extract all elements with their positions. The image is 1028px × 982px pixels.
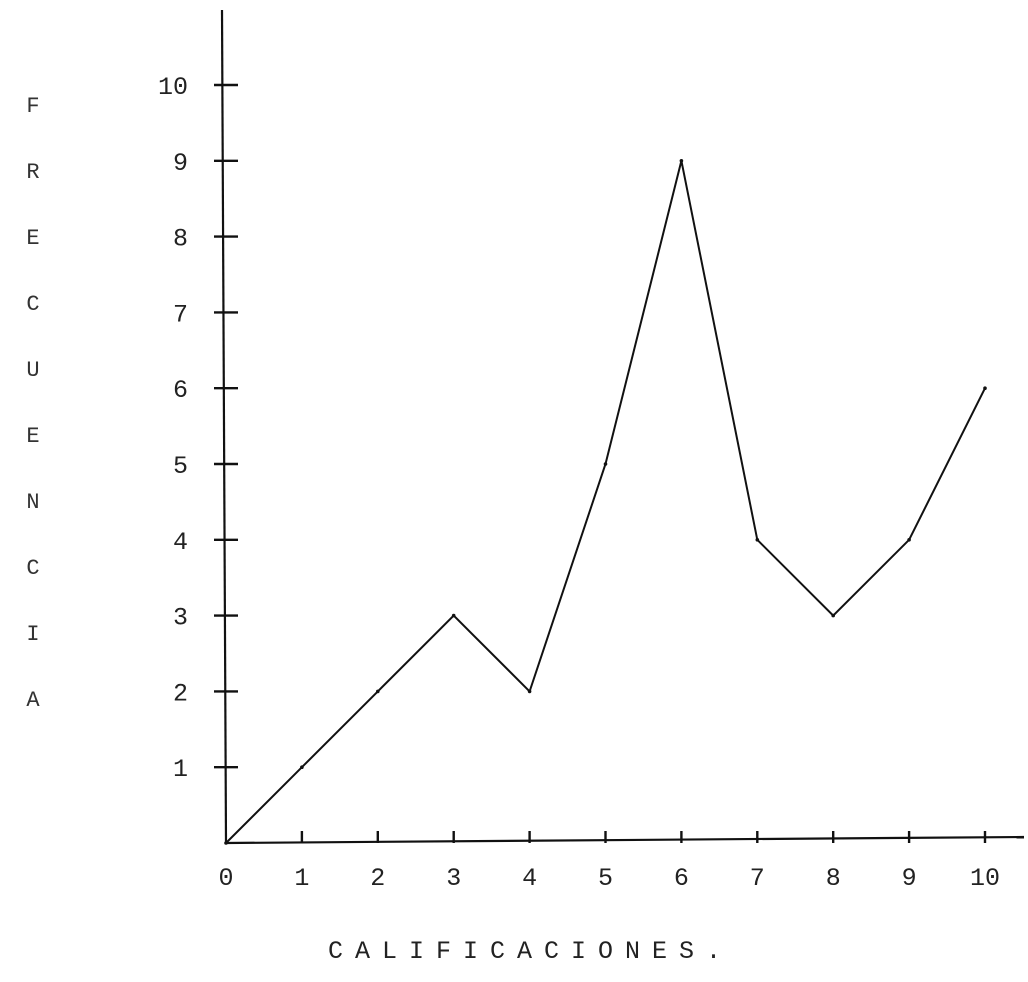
data-point — [376, 689, 380, 694]
data-point — [831, 613, 835, 618]
x-tick-label: 3 — [446, 864, 461, 893]
y-axis-title: F R E C U E N C I A — [26, 94, 40, 713]
data-point — [527, 689, 532, 694]
x-tick-label: 4 — [522, 864, 537, 893]
x-tick-label: 8 — [826, 864, 841, 893]
y-axis-title-letter: E — [26, 424, 39, 449]
y-tick-label: 9 — [173, 149, 188, 178]
y-tick-label: 2 — [173, 679, 188, 708]
x-tick-label: 10 — [970, 864, 1000, 893]
y-tick-label: 4 — [173, 528, 188, 557]
y-axis-title-letter: U — [26, 358, 39, 383]
x-axis-line — [225, 835, 1025, 845]
data-point — [907, 538, 911, 542]
x-tick-label: 5 — [598, 864, 613, 893]
data-point — [451, 613, 456, 618]
x-axis-title: CALIFICACIONES. — [328, 937, 733, 966]
data-point — [983, 386, 987, 391]
series-group — [224, 159, 987, 845]
y-tick-label: 5 — [173, 452, 188, 481]
y-axis-title-letter: I — [26, 622, 39, 647]
data-point — [755, 538, 760, 542]
y-axis-title-letter: R — [26, 160, 39, 185]
data-point — [300, 765, 304, 769]
y-tick-label: 10 — [158, 73, 188, 102]
x-tick-label: 7 — [750, 864, 765, 893]
y-axis-title-letter: N — [26, 490, 39, 515]
x-tick-label: 2 — [370, 864, 385, 893]
y-tick-label: 6 — [173, 376, 188, 405]
y-tick-label: 1 — [173, 755, 188, 784]
data-point — [603, 462, 608, 466]
y-axis-title-letter: F — [26, 94, 39, 119]
data-point — [224, 841, 228, 845]
x-tick-label: 9 — [902, 864, 917, 893]
x-tick-label: 6 — [674, 864, 689, 893]
y-tick-label: 8 — [173, 225, 188, 254]
y-tick-label: 3 — [173, 604, 188, 633]
x-axis-ticks: 0 1 2 3 4 5 6 7 8 9 10 — [218, 831, 1000, 893]
y-axis-title-letter: E — [26, 226, 39, 251]
x-tick-label: 0 — [218, 864, 233, 893]
y-axis-title-letter: C — [26, 292, 39, 317]
x-tick-label: 1 — [294, 864, 309, 893]
data-point — [679, 159, 684, 163]
y-axis-title-letter: C — [26, 556, 39, 581]
series-line — [225, 160, 986, 844]
y-tick-label: 7 — [173, 300, 188, 329]
y-axis-title-letter: A — [26, 688, 40, 713]
y-axis-ticks: 1 2 3 4 5 6 7 8 9 10 — [158, 73, 238, 784]
y-axis-line — [220, 9, 228, 844]
